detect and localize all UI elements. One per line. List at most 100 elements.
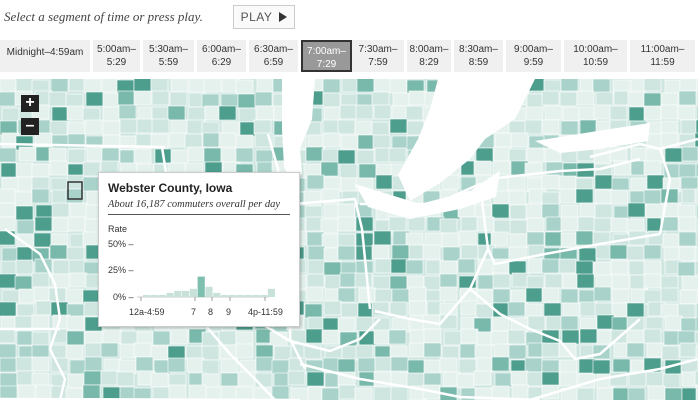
county [558,175,577,191]
time-segment-10[interactable]: 10:00am– 10:59 [564,40,630,72]
county [307,259,326,275]
county [35,300,54,316]
county [0,216,16,232]
histogram-bar-1 [150,294,158,297]
county [627,387,646,400]
county [646,174,665,190]
histogram-bar-6 [189,288,197,297]
county [321,329,340,345]
map-canvas[interactable] [0,79,698,400]
county [220,385,239,400]
county [490,330,509,346]
county [663,246,682,262]
county [494,132,513,148]
county [559,91,578,107]
county [391,244,410,260]
time-segment-5[interactable]: 7:00am– 7:29 [301,40,352,72]
time-segment-8[interactable]: 8:30am– 8:59 [454,40,506,72]
county [594,203,613,219]
county [680,317,698,333]
county [493,343,512,359]
county [541,287,560,303]
county [67,373,86,389]
county [694,246,698,262]
county [544,105,563,121]
county [609,105,628,121]
county [596,387,615,400]
zoom-in-button[interactable]: + [21,95,39,112]
county [373,230,392,246]
county [0,385,18,400]
county [474,344,493,360]
county [170,329,189,345]
county [694,260,698,276]
county [133,79,152,93]
county [0,260,19,276]
time-segment-9[interactable]: 9:00am– 9:59 [506,40,564,72]
county [102,92,121,108]
county [575,230,594,246]
zoom-out-button[interactable]: – [21,118,39,135]
county [525,287,544,303]
county [593,217,612,233]
county [14,275,33,291]
time-segment-0[interactable]: Midnight–4:59am [0,40,93,72]
county [405,105,424,121]
county [337,216,356,232]
county [337,149,356,165]
time-segment-11[interactable]: 11:00am– 11:59 [630,40,698,72]
county [322,92,341,108]
county [460,244,479,260]
histogram-bar-4 [174,290,182,297]
county [643,189,662,205]
county [695,385,698,400]
county [374,288,393,304]
county [643,273,662,289]
county [136,118,155,134]
county [388,147,407,163]
county [559,371,578,387]
county [17,384,36,400]
county [374,356,393,372]
county [541,371,560,387]
county [524,119,543,135]
county [322,79,341,94]
county [15,356,34,372]
county [356,79,375,93]
county [560,120,579,136]
county [341,79,360,93]
county [374,258,393,274]
county [151,90,170,106]
time-segment-4[interactable]: 6:30am– 6:59 [249,40,301,72]
time-segment-7[interactable]: 8:00am– 8:29 [407,40,454,72]
county [83,79,102,94]
histogram-bar-10 [221,294,229,297]
county [16,330,35,346]
county [423,342,442,358]
state-border-14 [261,318,381,353]
county [51,202,70,218]
county [150,345,169,361]
county [235,147,254,163]
county [491,203,510,219]
county [660,188,679,204]
time-segment-3[interactable]: 6:00am– 6:29 [197,40,249,72]
county [84,356,103,372]
county [664,147,683,163]
county [238,107,257,123]
county [579,202,598,218]
time-segment-6[interactable]: 7:30am– 7:59 [352,40,407,72]
county [442,246,461,262]
x-label-7: 7 [191,307,197,317]
county-map[interactable]: + – [0,79,698,400]
county [492,160,511,176]
county [562,302,581,318]
rate-label: Rate [108,224,128,234]
county [680,119,698,135]
time-segment-bar: Midnight–4:59am 5:00am– 5:29 5:30am– 5:59 6… [0,40,698,72]
histogram-bar-11 [228,294,236,297]
state-border-8 [360,182,490,326]
time-segment-2[interactable]: 5:30am– 5:59 [143,40,197,72]
time-segment-1[interactable]: 5:00am– 5:29 [93,40,143,72]
play-button[interactable]: PLAY [233,5,295,29]
